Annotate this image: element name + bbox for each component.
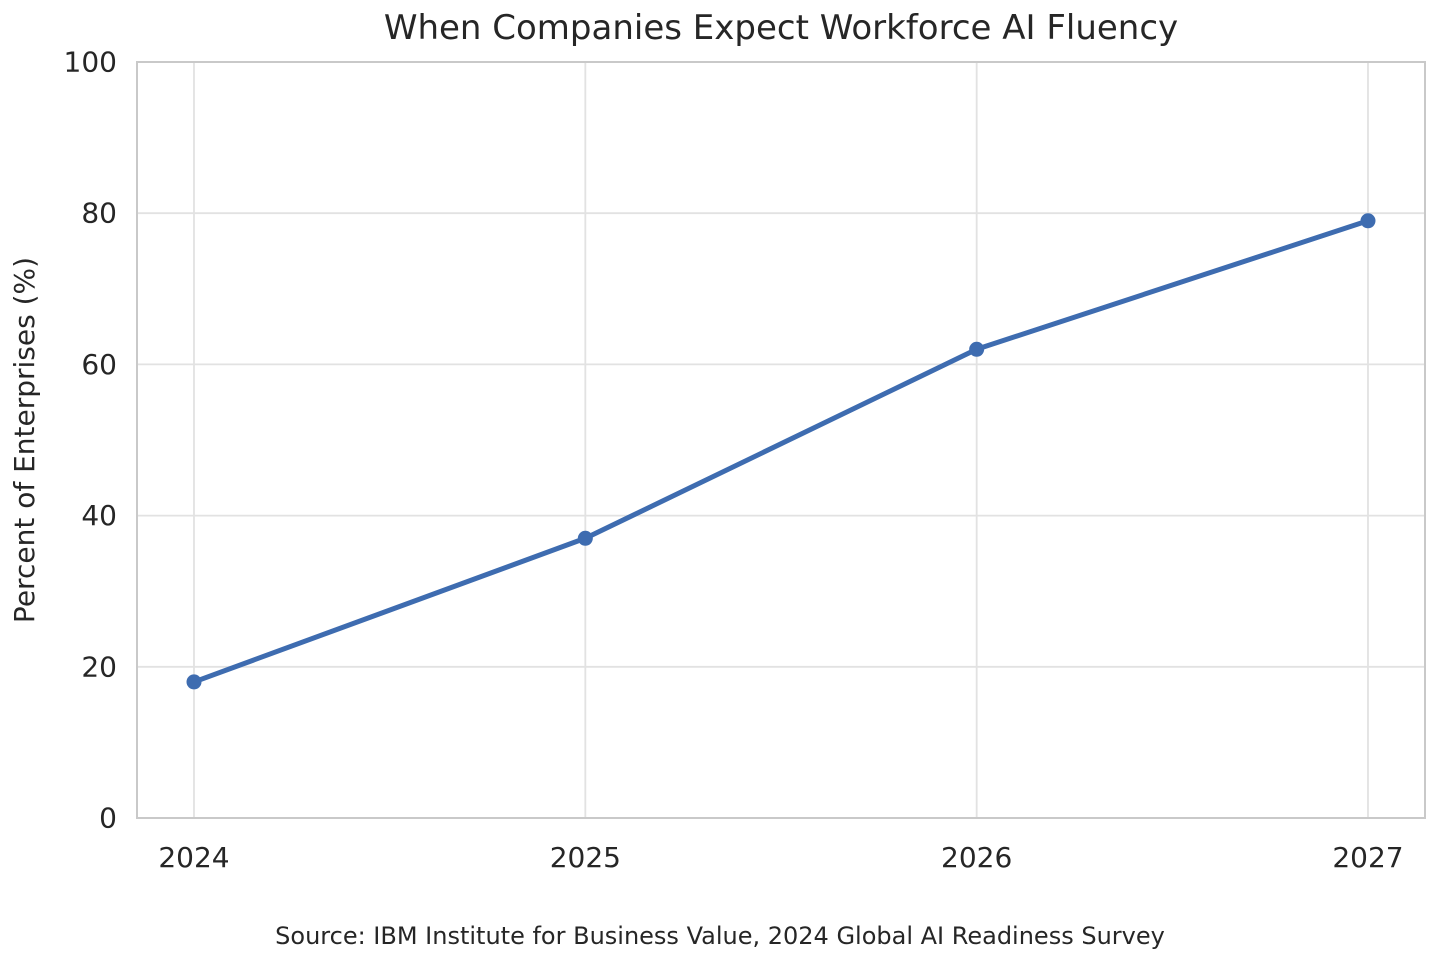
y-tick-label: 20 xyxy=(81,650,117,683)
data-line xyxy=(191,218,1371,685)
y-tick-label: 40 xyxy=(81,499,117,532)
plot-border xyxy=(136,61,1426,819)
data-point-2026 xyxy=(969,341,985,357)
y-tick-label: 0 xyxy=(99,802,117,835)
data-point-2025 xyxy=(577,530,593,546)
chart-title: When Companies Expect Workforce AI Fluen… xyxy=(383,8,1179,48)
data-point-2027 xyxy=(1360,213,1376,229)
data-point-2024 xyxy=(186,674,202,690)
x-tick-label: 2027 xyxy=(1332,841,1403,874)
y-tick-label: 80 xyxy=(81,197,117,230)
x-tick-label: 2026 xyxy=(941,841,1012,874)
x-tick-label: 2024 xyxy=(158,841,229,874)
y-tick-label: 60 xyxy=(81,348,117,381)
source-note: Source: IBM Institute for Business Value… xyxy=(275,922,1165,950)
y-tick-label: 100 xyxy=(64,46,117,79)
x-tick-label: 2025 xyxy=(550,841,621,874)
